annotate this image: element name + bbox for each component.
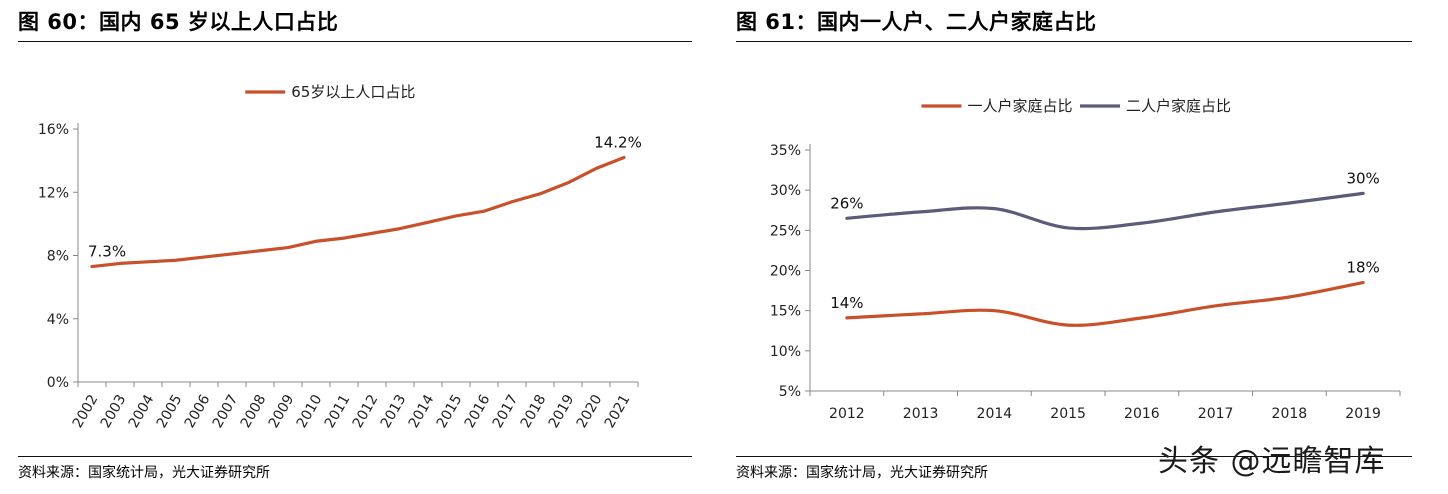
x-tick-label: 2005 bbox=[154, 392, 186, 431]
figure-61-bottom-rule bbox=[736, 456, 1412, 457]
y-tick-label: 20% bbox=[770, 264, 801, 280]
x-tick-label: 2018 bbox=[1272, 406, 1308, 422]
x-tick-label: 2002 bbox=[70, 392, 102, 431]
data-label: 7.3% bbox=[88, 243, 126, 261]
figure-61-panel: 图 61：国内一人户、二人户家庭占比 5% 10% 15% 20% 25% 30% 35% 2… bbox=[736, 0, 1412, 494]
x-tick-label: 2021 bbox=[602, 392, 634, 431]
y-tick-label: 4% bbox=[47, 312, 69, 328]
x-tick-label: 2014 bbox=[406, 392, 438, 431]
data-label: 14% bbox=[830, 294, 863, 312]
x-tick-label: 2020 bbox=[574, 392, 606, 431]
x-tick-label: 2019 bbox=[1345, 406, 1381, 422]
data-label: 30% bbox=[1346, 169, 1379, 187]
x-tick-label: 2008 bbox=[238, 392, 270, 431]
figure-61-title: 图 61：国内一人户、二人户家庭占比 bbox=[736, 10, 1097, 34]
x-tick-label: 2011 bbox=[322, 392, 354, 431]
household-size-line-chart: 5% 10% 15% 20% 25% 30% 35% 2012 2013 2014 2015 2016… bbox=[770, 97, 1401, 422]
x-tick-label: 2017 bbox=[490, 392, 522, 431]
figure-60-title: 图 60：国内 65 岁以上人口占比 bbox=[18, 10, 339, 34]
x-tick-label: 2013 bbox=[903, 406, 939, 422]
x-tick-label: 2013 bbox=[378, 392, 410, 431]
figure-61-top-rule bbox=[736, 41, 1412, 42]
legend-item-1: 一人户家庭占比 bbox=[921, 97, 1073, 115]
figure-60-panel: 图 60：国内 65 岁以上人口占比 0% 4% 8% 12% 16% 2002 2003 2… bbox=[18, 0, 692, 494]
x-tick-label: 2016 bbox=[1124, 406, 1160, 422]
y-tick-label: 30% bbox=[770, 183, 801, 199]
y-tick-label: 16% bbox=[38, 122, 69, 138]
x-tick-label: 2009 bbox=[266, 392, 298, 431]
data-label: 18% bbox=[1346, 259, 1379, 277]
y-tick-label: 12% bbox=[38, 185, 69, 201]
x-tick-label: 2014 bbox=[977, 406, 1013, 422]
figure-60-top-rule bbox=[18, 41, 692, 42]
legend-item-1: 65岁以上人口占比 bbox=[245, 83, 415, 101]
x-tick-label: 2004 bbox=[126, 392, 158, 431]
legend-label: 一人户家庭占比 bbox=[968, 97, 1073, 115]
x-tick-label: 2017 bbox=[1198, 406, 1234, 422]
series-line-2 bbox=[845, 191, 1365, 231]
y-tick-label: 15% bbox=[770, 304, 801, 320]
y-tick-label: 35% bbox=[770, 143, 801, 159]
data-label: 14.2% bbox=[594, 133, 642, 151]
y-tick-label: 5% bbox=[779, 384, 801, 400]
x-tick-label: 2007 bbox=[210, 392, 242, 431]
x-tick-label: 2015 bbox=[434, 392, 466, 431]
legend-label: 二人户家庭占比 bbox=[1126, 97, 1231, 115]
series-line-1 bbox=[90, 155, 626, 269]
figure-61-source: 资料来源：国家统计局，光大证券研究所 bbox=[736, 465, 988, 481]
x-tick-label: 2015 bbox=[1050, 406, 1086, 422]
population-65-line-chart: 0% 4% 8% 12% 16% 2002200320042005200620072008… bbox=[38, 83, 642, 431]
x-tick-label: 2012 bbox=[829, 406, 865, 422]
y-tick-label: 10% bbox=[770, 344, 801, 360]
data-label: 26% bbox=[830, 194, 863, 212]
legend-item-2: 二人户家庭占比 bbox=[1080, 97, 1231, 115]
y-tick-label: 0% bbox=[47, 375, 69, 391]
figure-60-bottom-rule bbox=[18, 456, 692, 457]
x-tick-label: 2019 bbox=[546, 392, 578, 431]
x-tick-label: 2012 bbox=[350, 392, 382, 431]
figure-60-source: 资料来源：国家统计局，光大证券研究所 bbox=[18, 465, 270, 481]
series-line-1 bbox=[845, 280, 1365, 327]
watermark: 头条 @远瞻智库 bbox=[1158, 444, 1386, 479]
x-tick-label: 2006 bbox=[182, 392, 214, 431]
x-tick-label: 2016 bbox=[462, 392, 494, 431]
y-tick-label: 25% bbox=[770, 223, 801, 239]
y-tick-label: 8% bbox=[47, 249, 69, 265]
x-tick-label: 2018 bbox=[518, 392, 550, 431]
x-tick-label: 2003 bbox=[98, 392, 130, 431]
x-tick-label: 2010 bbox=[294, 392, 326, 431]
legend-label: 65岁以上人口占比 bbox=[291, 83, 415, 101]
